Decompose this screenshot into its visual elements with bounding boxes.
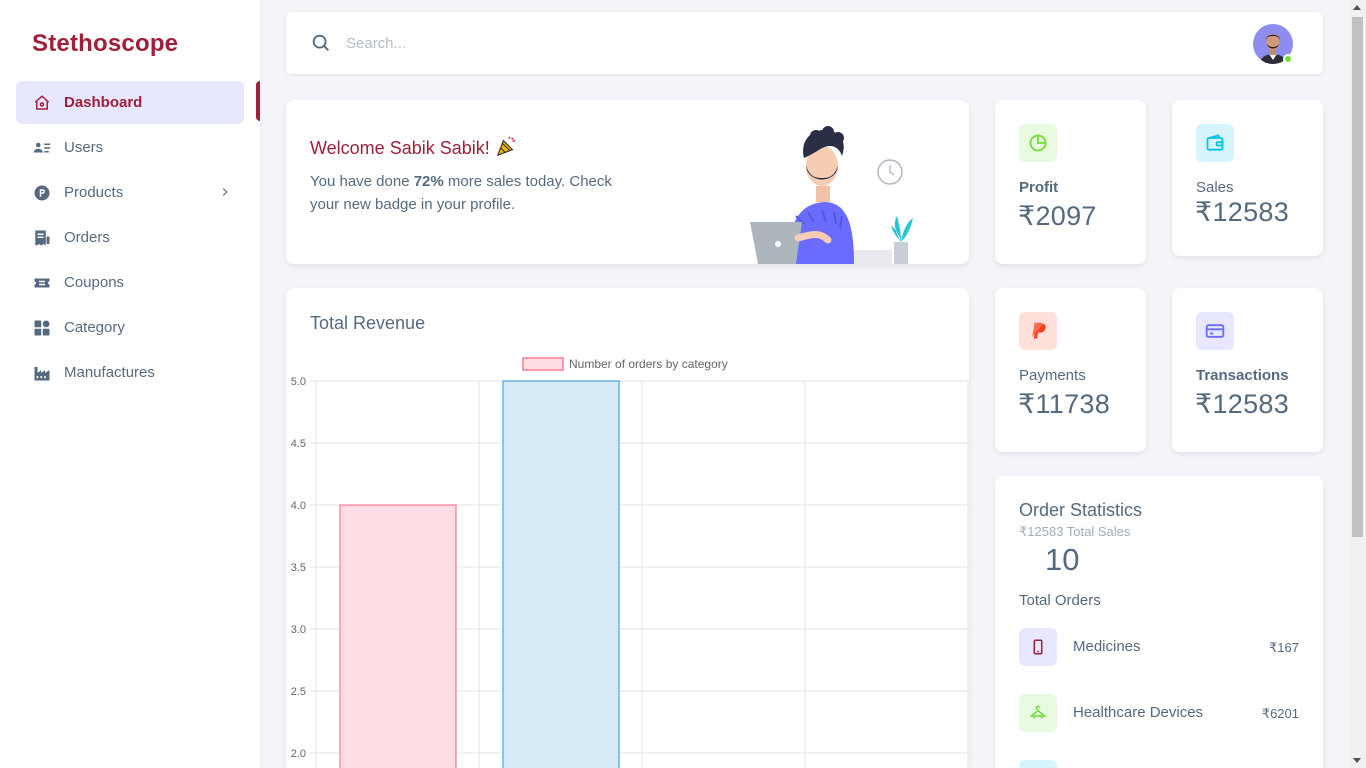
transactions-value: ₹12583 xyxy=(1195,389,1290,419)
revenue-chart: 5.0 4.5 4.0 3.5 3.0 2.5 2.0 Number of orders by… xyxy=(291,357,969,768)
scroll-up-arrow-icon[interactable] xyxy=(1353,5,1361,10)
y-tick-label: 4.5 xyxy=(291,438,306,450)
welcome-message: You have done 72% more sales today. Chec… xyxy=(310,173,612,213)
order-statistics-card: Order Statistics ₹12583 Total Sales 10 T… xyxy=(995,476,1323,768)
search-icon[interactable] xyxy=(310,32,332,54)
sidebar-item-label: Category xyxy=(64,319,125,336)
parking-icon xyxy=(33,184,51,202)
revenue-title: Total Revenue xyxy=(310,313,426,333)
y-tick-label: 4.0 xyxy=(291,500,306,512)
sidebar: Stethoscope Dashboard Users Products xyxy=(0,0,260,768)
users-icon xyxy=(33,139,51,157)
chart-bar xyxy=(502,380,620,768)
mobile-icon xyxy=(1019,628,1057,666)
home-icon xyxy=(33,94,51,112)
sidebar-item-label: Coupons xyxy=(64,274,125,291)
profit-label: Profit xyxy=(1019,179,1059,196)
sales-card: Sales ₹12583 xyxy=(1172,100,1323,256)
list-item[interactable]: Healthcare Devices ₹6201 xyxy=(1019,694,1299,732)
chevron-right-icon xyxy=(218,185,232,199)
sidebar-item-category[interactable]: Category xyxy=(16,306,244,349)
search-input[interactable] xyxy=(346,30,546,56)
total-sales-subtitle: ₹12583 Total Sales xyxy=(1019,524,1131,539)
total-orders-value: 10 xyxy=(1045,542,1080,577)
sales-label: Sales xyxy=(1196,179,1234,196)
list-item[interactable] xyxy=(1019,760,1299,768)
welcome-card: Welcome Sabik Sabik! You have done 72% m… xyxy=(286,100,969,264)
y-tick-label: 3.5 xyxy=(291,562,306,574)
y-tick-label: 2.5 xyxy=(291,686,306,698)
legend-swatch xyxy=(522,357,564,371)
sidebar-item-label: Dashboard xyxy=(64,94,143,111)
hanger-icon xyxy=(1019,694,1057,732)
total-orders-label: Total Orders xyxy=(1019,592,1101,609)
sidebar-item-label: Users xyxy=(64,139,104,156)
category-icon xyxy=(1019,760,1057,768)
profit-card: Profit ₹2097 xyxy=(995,100,1146,264)
online-status-dot xyxy=(1283,54,1293,64)
scroll-down-arrow-icon[interactable] xyxy=(1353,758,1361,763)
category-value: ₹167 xyxy=(1269,640,1299,655)
avatar[interactable] xyxy=(1253,24,1293,64)
sidebar-item-products[interactable]: Products xyxy=(16,171,244,214)
sidebar-item-label: Manufactures xyxy=(64,364,155,381)
legend-label: Number of orders by category xyxy=(569,357,728,371)
party-popper-icon xyxy=(496,135,518,157)
y-tick-label: 2.0 xyxy=(291,748,306,760)
man-with-laptop-illustration xyxy=(750,126,913,264)
profit-value: ₹2097 xyxy=(1018,201,1097,231)
sidebar-item-label: Products xyxy=(64,184,124,201)
category-value: ₹6201 xyxy=(1261,706,1299,721)
sidebar-item-label: Orders xyxy=(64,229,110,246)
payments-value: ₹11738 xyxy=(1018,389,1111,419)
order-stats-title: Order Statistics xyxy=(1019,500,1143,520)
sidebar-item-orders[interactable]: Orders xyxy=(16,216,244,259)
brand-logo[interactable]: Stethoscope xyxy=(32,30,179,57)
wallet-icon xyxy=(1196,124,1234,162)
paypal-icon xyxy=(1019,312,1057,350)
y-tick-label: 5.0 xyxy=(291,376,306,388)
list-item[interactable]: Medicines ₹167 xyxy=(1019,628,1299,666)
credit-card-icon xyxy=(1196,312,1234,350)
grid-icon xyxy=(33,319,51,337)
payments-card: Payments ₹11738 xyxy=(995,288,1146,452)
sidebar-item-manufactures[interactable]: Manufactures xyxy=(16,351,244,394)
category-name: Medicines xyxy=(1073,638,1141,655)
sidebar-menu: Dashboard Users Products Orders xyxy=(16,81,244,396)
receipt-icon xyxy=(33,229,51,247)
payments-label: Payments xyxy=(1019,367,1086,384)
page-scrollbar[interactable] xyxy=(1349,0,1366,768)
transactions-label: Transactions xyxy=(1196,367,1289,384)
pie-chart-icon xyxy=(1019,124,1057,162)
sidebar-item-coupons[interactable]: Coupons xyxy=(16,261,244,304)
active-indicator xyxy=(256,81,260,121)
sidebar-item-users[interactable]: Users xyxy=(16,126,244,169)
welcome-title: Welcome Sabik Sabik! xyxy=(310,135,518,159)
factory-icon xyxy=(33,364,51,382)
chart-bar xyxy=(339,504,457,768)
sales-value: ₹12583 xyxy=(1195,197,1290,227)
category-name: Healthcare Devices xyxy=(1073,704,1204,721)
ticket-icon xyxy=(33,274,51,292)
top-navbar xyxy=(286,12,1323,74)
revenue-card: Total Revenue 5.0 4.5 4.0 3.5 3.0 2.5 2.0 Numbe… xyxy=(286,288,969,768)
y-tick-label: 3.0 xyxy=(291,624,306,636)
scrollbar-thumb[interactable] xyxy=(1352,17,1363,537)
sidebar-item-dashboard[interactable]: Dashboard xyxy=(16,81,244,124)
transactions-card: Transactions ₹12583 xyxy=(1172,288,1323,452)
